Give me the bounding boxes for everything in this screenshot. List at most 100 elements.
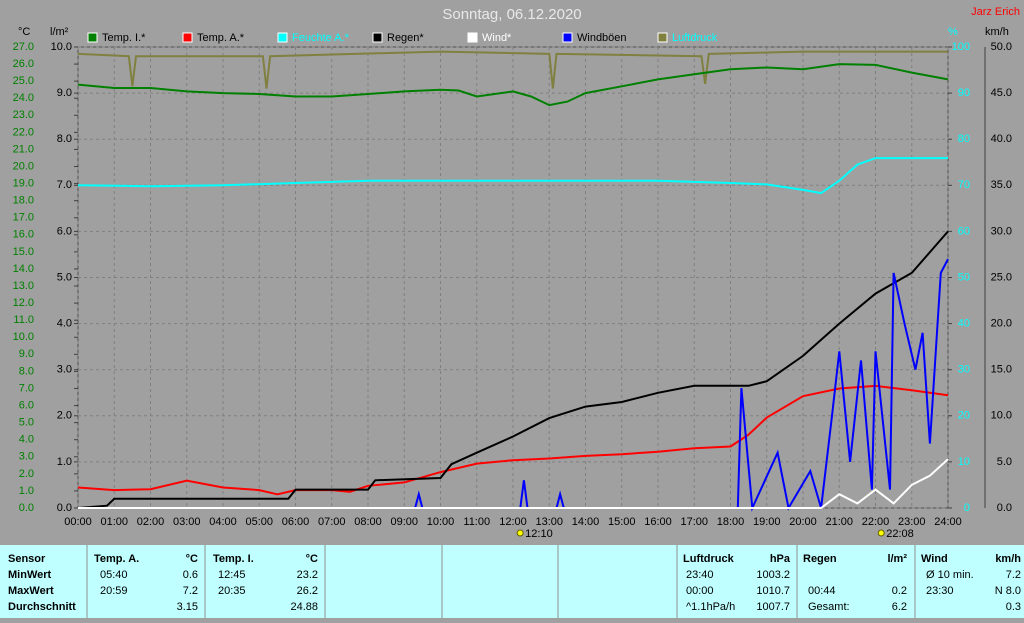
y-tick-label: 9.0	[19, 348, 34, 360]
table-background	[0, 545, 1024, 618]
x-tick-label: 00:00	[64, 516, 92, 528]
table-cell: 00:44	[808, 585, 836, 597]
y-unit: °C	[18, 26, 30, 38]
legend-label: Feuchte A.*	[292, 32, 350, 44]
y2-tick-label: 10.0	[51, 41, 72, 53]
table-lines	[86, 545, 916, 618]
legend-swatch	[182, 32, 193, 43]
y-tick-label: 6.0	[19, 399, 34, 411]
x-tick-label: 15:00	[608, 516, 636, 528]
table-cell: 05:40	[100, 569, 128, 581]
table-cell: 1010.7	[756, 585, 790, 597]
x-tick-label: 19:00	[753, 516, 781, 528]
author: Jarz Erich	[971, 6, 1020, 18]
x-tick-label: 16:00	[644, 516, 672, 528]
series-line	[77, 230, 949, 509]
table-cell: ^1.1hPa/h	[686, 601, 735, 613]
y3-tick-label: 80	[958, 133, 970, 145]
y2-tick-label: 2.0	[57, 410, 72, 422]
y3-tick-label: 0	[964, 502, 970, 514]
table-cell: Ø 10 min.	[926, 569, 974, 581]
table-cell: 0.6	[183, 569, 198, 581]
table-cell: 3.15	[177, 601, 198, 613]
legend-label: Temp. A.*	[197, 32, 245, 44]
x-tick-label: 05:00	[245, 516, 273, 528]
table-header: Regen	[803, 553, 837, 565]
y-tick-label: 4.0	[19, 434, 34, 446]
y-tick-label: 16.0	[13, 229, 34, 241]
x-tick-label: 11:00	[463, 516, 490, 528]
y3-tick-label: 30	[958, 364, 970, 376]
y4-tick-label: 5.0	[997, 456, 1012, 468]
legend-label: Regen*	[387, 32, 424, 44]
y-tick-label: 24.0	[13, 92, 34, 104]
y-tick-label: 26.0	[13, 58, 34, 70]
y4-tick-label: 50.0	[991, 41, 1012, 53]
annotation-label: 12:10	[525, 528, 553, 540]
y3-tick-label: 60	[958, 225, 970, 237]
y3-tick-label: 50	[958, 271, 970, 283]
y2-tick-label: 8.0	[57, 133, 72, 145]
series-line	[77, 384, 949, 496]
y-tick-label: 15.0	[13, 246, 34, 258]
sun-icon	[516, 529, 524, 537]
x-tick-label: 24:00	[934, 516, 962, 528]
table-header: hPa	[770, 553, 791, 565]
table-cell: 1007.7	[756, 601, 790, 613]
y-tick-label: 25.0	[13, 75, 34, 87]
y-tick-label: 13.0	[13, 280, 34, 292]
y4-tick-label: 25.0	[991, 271, 1012, 283]
sun-icon	[877, 529, 885, 537]
y3-tick-label: 20	[958, 410, 970, 422]
table-cell: Gesamt:	[808, 601, 850, 613]
y2-tick-label: 5.0	[57, 271, 72, 283]
y-tick-label: 22.0	[13, 126, 34, 138]
table-header: °C	[186, 553, 198, 565]
x-tick-label: 23:00	[898, 516, 926, 528]
series-line	[78, 258, 949, 512]
series-line	[77, 63, 949, 107]
y4-tick-label: 0.0	[997, 502, 1012, 514]
x-tick-label: 20:00	[789, 516, 817, 528]
y4-tick-label: 30.0	[991, 225, 1012, 237]
x-tick-label: 04:00	[209, 516, 237, 528]
x-tick-label: 06:00	[282, 516, 310, 528]
y-tick-label: 17.0	[13, 212, 34, 224]
y2-tick-label: 1.0	[57, 456, 72, 468]
table-cell: 0.3	[1006, 601, 1021, 613]
y-tick-label: 21.0	[13, 143, 34, 155]
y-tick-label: 3.0	[19, 451, 34, 463]
y-tick-label: 7.0	[19, 382, 34, 394]
x-tick-label: 22:00	[862, 516, 890, 528]
table-header: Luftdruck	[683, 553, 735, 565]
legend-swatch	[562, 32, 573, 43]
legend-swatch	[467, 32, 478, 43]
series-line	[77, 157, 948, 195]
x-tick-label: 09:00	[390, 516, 418, 528]
y2-tick-label: 7.0	[57, 179, 72, 191]
y3-tick-label: 40	[958, 318, 970, 330]
y-tick-label: 10.0	[13, 331, 34, 343]
x-tick-label: 17:00	[680, 516, 708, 528]
y-tick-label: 12.0	[13, 297, 34, 309]
chart-title: Sonntag, 06.12.2020	[442, 6, 581, 23]
table-header: Wind	[921, 553, 948, 565]
table-header: Temp. I.	[213, 553, 254, 565]
y2-unit: l/m²	[50, 26, 69, 38]
x-tick-label: 13:00	[535, 516, 563, 528]
x-tick-label: 14:00	[572, 516, 600, 528]
table-cell: 23:30	[926, 585, 954, 597]
y2-tick-label: 9.0	[57, 87, 72, 99]
table-cell: 20:59	[100, 585, 128, 597]
annotation-label: 22:08	[886, 528, 914, 540]
row-label: MaxWert	[8, 585, 54, 597]
y4-tick-label: 35.0	[991, 179, 1012, 191]
y-tick-label: 5.0	[19, 417, 34, 429]
series-line	[77, 50, 948, 89]
y2-tick-label: 0.0	[57, 502, 72, 514]
legend-swatch	[87, 32, 98, 43]
x-tick-label: 02:00	[137, 516, 165, 528]
y-tick-label: 14.0	[13, 263, 34, 275]
table-cell: 6.2	[892, 601, 907, 613]
